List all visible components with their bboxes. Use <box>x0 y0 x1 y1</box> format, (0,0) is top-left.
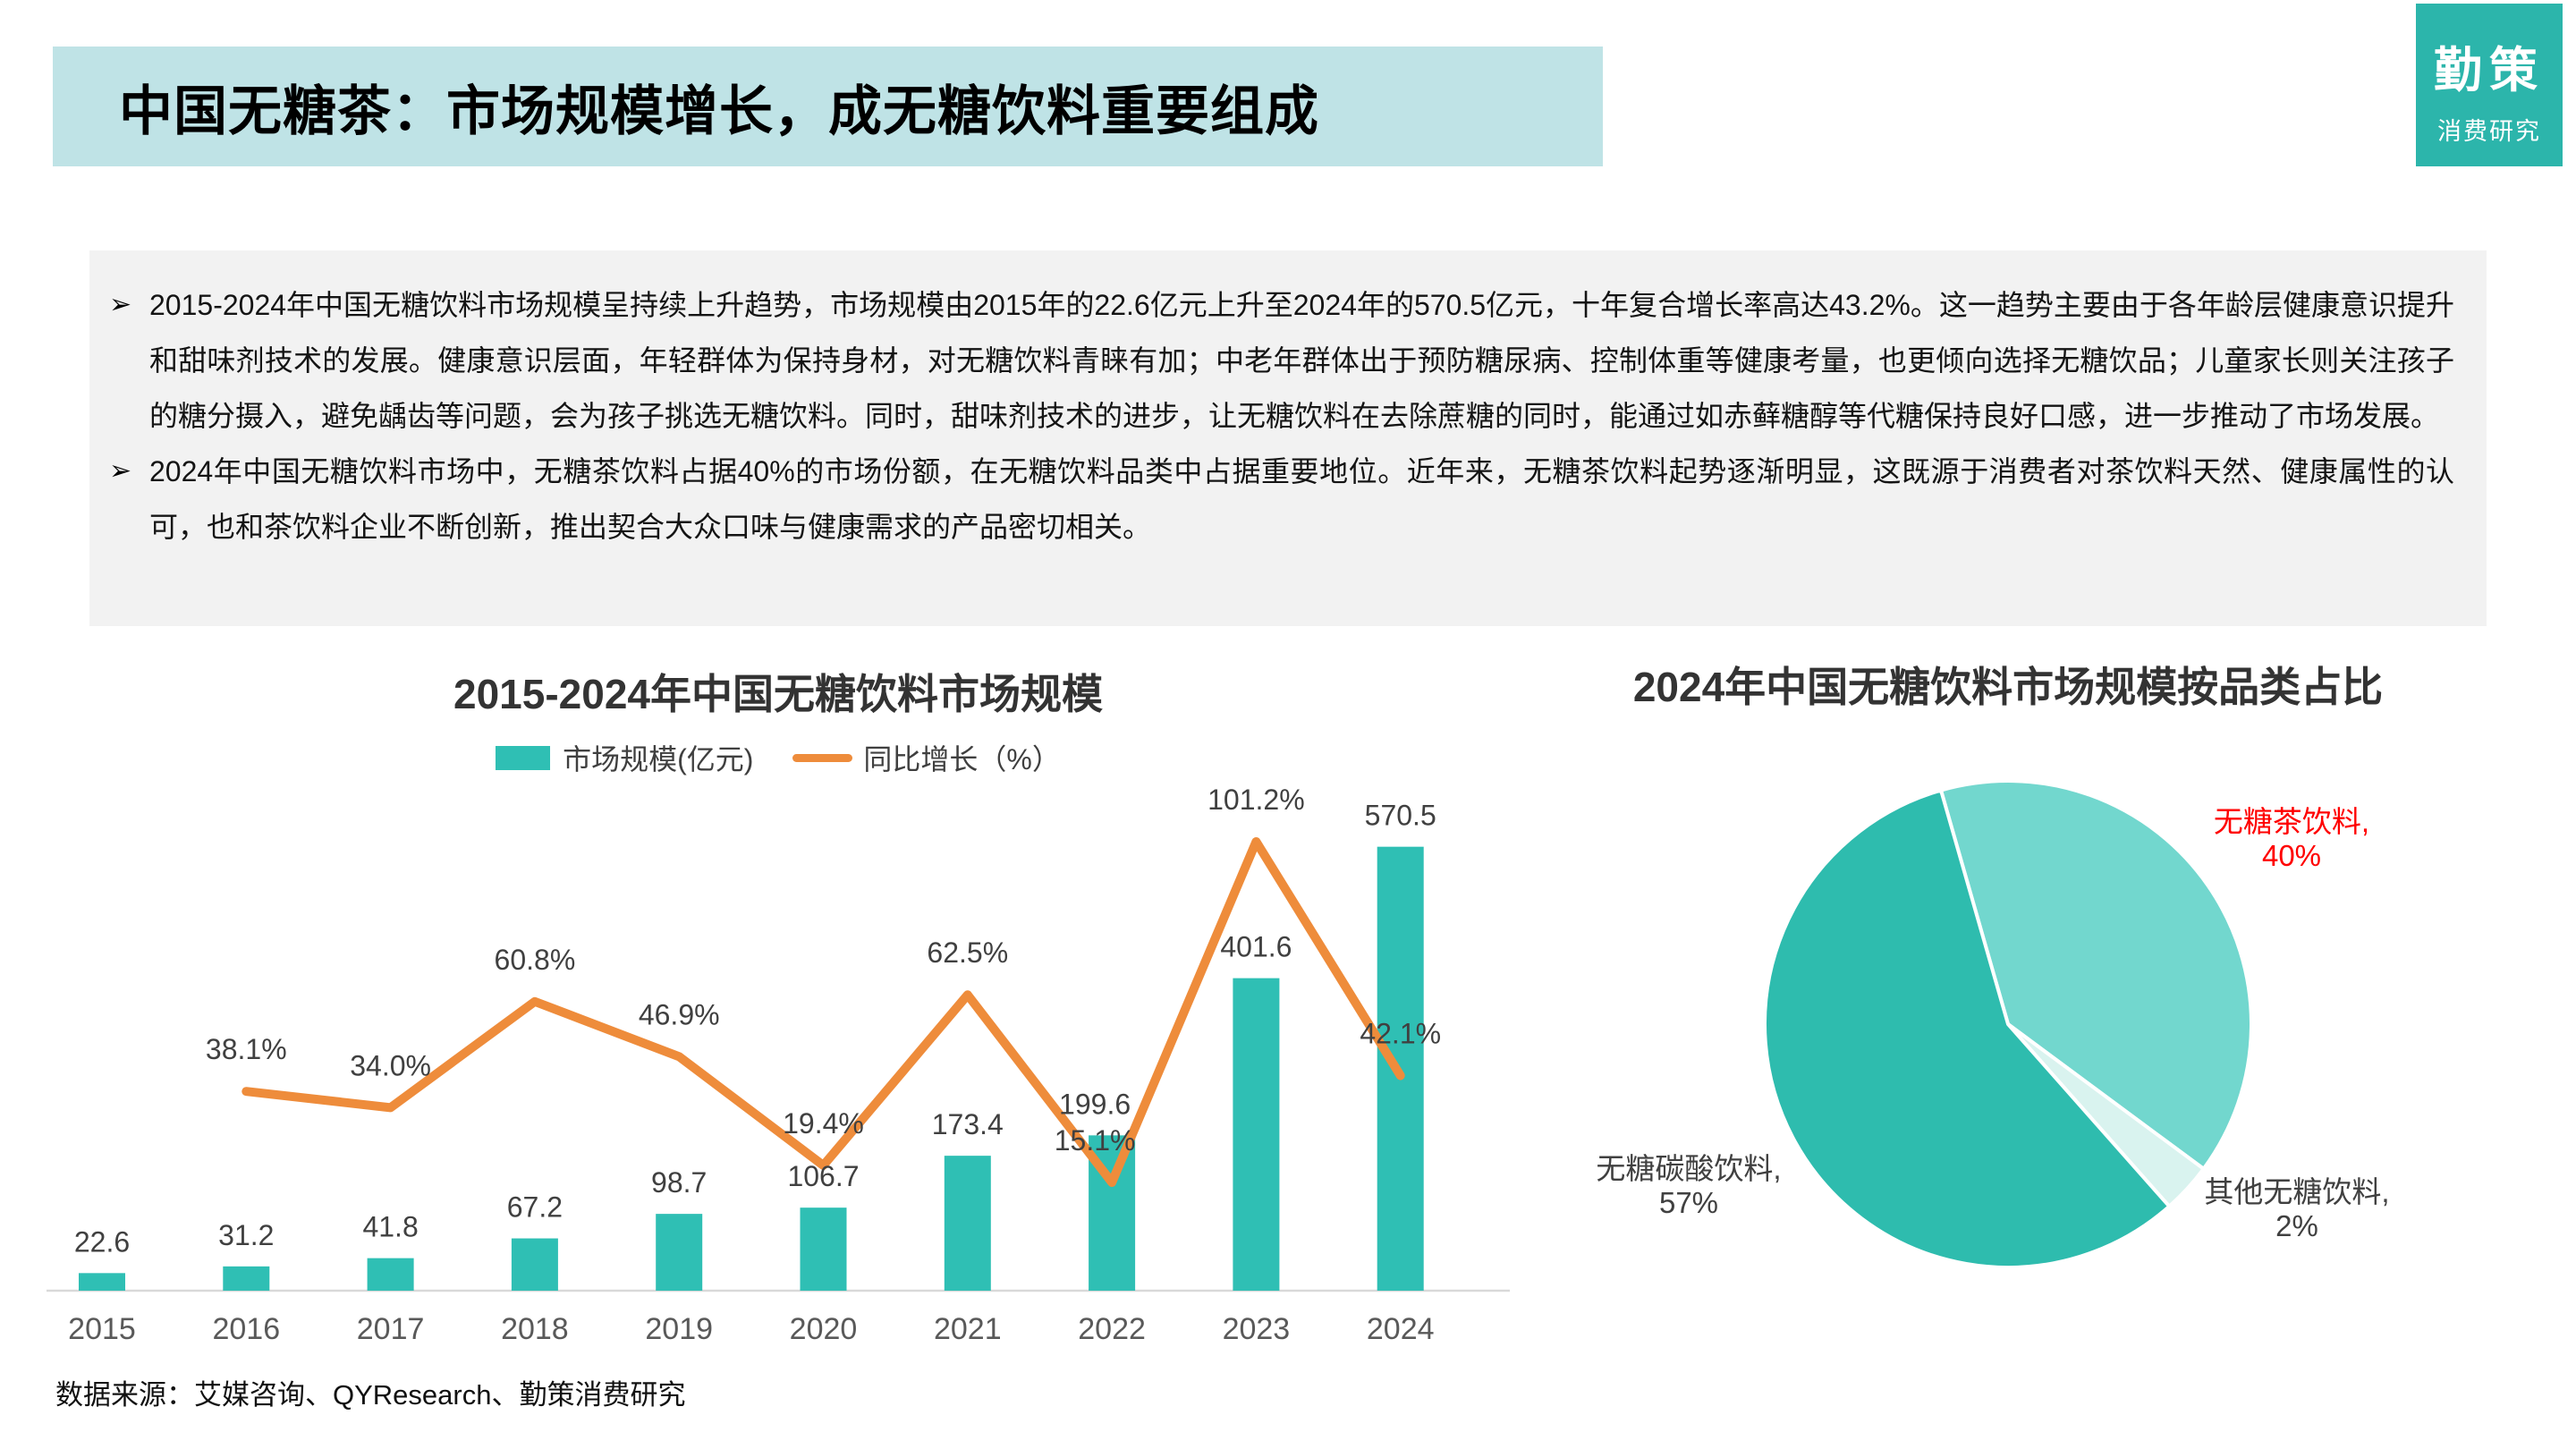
category-label-2015: 2015 <box>68 1312 136 1346</box>
pie-label-无糖茶饮料: 无糖茶饮料, <box>2214 805 2369 838</box>
pie-label-无糖碳酸饮料: 无糖碳酸饮料, <box>1596 1152 1781 1185</box>
pie-label-pct-无糖碳酸饮料: 57% <box>1659 1186 1718 1219</box>
page-title: 中国无糖茶：市场规模增长，成无糖饮料重要组成 <box>119 80 1319 141</box>
bullet-text-2: 2024年中国无糖饮料市场中，无糖茶饮料占据40%的市场份额，在无糖饮料品类中占… <box>149 455 2454 543</box>
bar-value-label-2017: 41.8 <box>362 1211 418 1243</box>
growth-value-label-2024: 42.1% <box>1360 1018 1441 1050</box>
growth-value-label-2017: 34.0% <box>350 1049 431 1081</box>
pie-slice-无糖茶饮料 <box>1939 779 2253 1171</box>
bullet-item-1: ➢ 2015-2024年中国无糖饮料市场规模呈持续上升趋势，市场规模由2015年… <box>107 277 2454 444</box>
pie-chart: 无糖茶饮料,40% 其他无糖饮料,2% 无糖碳酸饮料,57% <box>1596 779 2390 1269</box>
bar-value-label-2020: 106.7 <box>787 1160 859 1192</box>
category-label-2019: 2019 <box>645 1312 713 1346</box>
bullet-arrow-icon: ➢ <box>109 290 132 319</box>
growth-value-label-2016: 38.1% <box>206 1033 287 1065</box>
bar-value-label-2015: 22.6 <box>74 1225 130 1258</box>
category-label-2024: 2024 <box>1367 1312 1435 1346</box>
bar-2015 <box>79 1273 125 1291</box>
growth-value-label-2021: 62.5% <box>927 936 1008 969</box>
legend-line-label: 同比增长（%） <box>863 743 1061 775</box>
bar-2019 <box>656 1214 703 1291</box>
pie-label-pct-无糖茶饮料: 40% <box>2262 839 2321 872</box>
page-title-banner: 中国无糖茶：市场规模增长，成无糖饮料重要组成 <box>53 47 1603 166</box>
growth-value-label-2023: 101.2% <box>1208 784 1305 816</box>
bullet-item-2: ➢ 2024年中国无糖饮料市场中，无糖茶饮料占据40%的市场份额，在无糖饮料品类… <box>107 444 2454 555</box>
bar-value-label-2022: 199.6 <box>1059 1088 1131 1120</box>
pie-chart-title: 2024年中国无糖饮料市场规模按品类占比 <box>1632 664 2384 710</box>
category-label-2022: 2022 <box>1078 1312 1146 1346</box>
bar-line-chart: 2015 2016 2017 2018 2019 2020 2021 2022 2023 2024… <box>47 784 1510 1346</box>
growth-line <box>242 836 1405 1187</box>
bullet-arrow-icon: ➢ <box>109 456 132 486</box>
summary-block: ➢ 2015-2024年中国无糖饮料市场规模呈持续上升趋势，市场规模由2015年… <box>89 250 2487 626</box>
brand-logo: 勤策 消费研究 <box>2416 4 2563 166</box>
growth-value-label-2020: 19.4% <box>783 1107 864 1140</box>
bar-value-label-2018: 67.2 <box>507 1191 563 1224</box>
pie-label-pct-其他无糖饮料: 2% <box>2275 1209 2318 1242</box>
bullet-text-1: 2015-2024年中国无糖饮料市场规模呈持续上升趋势，市场规模由2015年的2… <box>149 289 2454 432</box>
bar-value-label-2016: 31.2 <box>218 1219 274 1251</box>
category-label-2023: 2023 <box>1223 1312 1291 1346</box>
pie-label-其他无糖饮料: 其他无糖饮料, <box>2204 1175 2389 1208</box>
bar-2020 <box>800 1208 847 1291</box>
growth-value-label-2018: 60.8% <box>495 944 576 976</box>
bar-chart-legend: 市场规模(亿元) 同比增长（%） <box>36 742 1521 775</box>
legend-bar-swatch-icon <box>496 745 551 770</box>
bar-2016 <box>223 1266 270 1291</box>
data-source: 数据来源：艾媒咨询、QYResearch、勤策消费研究 <box>55 1379 686 1411</box>
bar-2017 <box>367 1258 414 1291</box>
bar-2021 <box>944 1156 991 1291</box>
brand-logo-subtitle: 消费研究 <box>2437 118 2541 145</box>
bar-value-label-2024: 570.5 <box>1365 800 1436 832</box>
legend-line-swatch-icon <box>792 753 853 762</box>
bar-value-label-2021: 173.4 <box>932 1108 1004 1140</box>
category-label-2020: 2020 <box>790 1312 858 1346</box>
bar-2023 <box>1233 978 1280 1291</box>
pie-slice-无糖碳酸饮料 <box>1763 788 2172 1269</box>
bar-value-label-2019: 98.7 <box>651 1166 707 1199</box>
bar-2018 <box>511 1238 558 1291</box>
bar-chart-title: 2015-2024年中国无糖饮料市场规模 <box>453 671 1103 717</box>
category-label-2018: 2018 <box>501 1312 569 1346</box>
category-label-2017: 2017 <box>357 1312 425 1346</box>
legend-bar-label: 市场规模(亿元) <box>563 743 754 775</box>
brand-logo-name: 勤策 <box>2434 44 2545 97</box>
category-label-2021: 2021 <box>934 1312 1002 1346</box>
category-label-2016: 2016 <box>212 1312 280 1346</box>
bar-value-label-2023: 401.6 <box>1220 931 1292 963</box>
growth-value-label-2022: 15.1% <box>1055 1124 1136 1157</box>
growth-value-label-2019: 46.9% <box>639 998 720 1030</box>
